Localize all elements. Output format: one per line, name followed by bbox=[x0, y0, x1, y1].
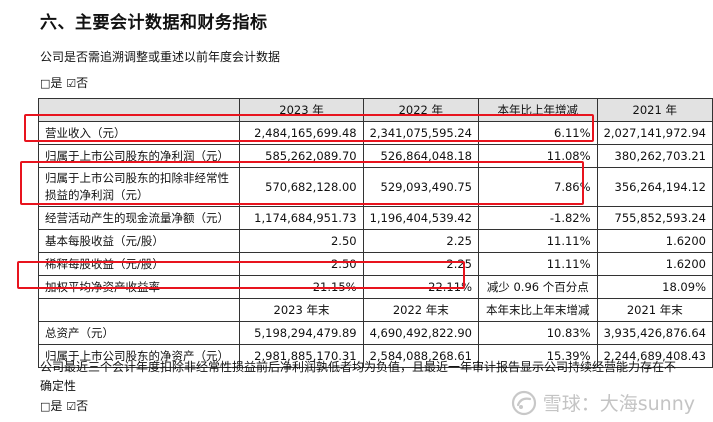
table-row: 归属于上市公司股东的净资产（元） 2,981,885,170.31 2,584,08… bbox=[37, 344, 713, 368]
section-heading: 六、主要会计数据和财务指标 bbox=[40, 13, 268, 33]
value-cell: 2,484,165,699.48 bbox=[239, 121, 364, 145]
table-row: 总资产（元） 5,198,294,479.89 4,690,492,822.90 10… bbox=[37, 321, 713, 345]
going-concern-answer: □是 ☑否 bbox=[40, 397, 88, 416]
value-cell: 11.11% bbox=[478, 229, 598, 253]
table-row: 基本每股收益（元/股） 2.50 2.25 11.11% 1.6200 bbox=[37, 229, 713, 253]
value-cell: 1,196,404,539.42 bbox=[362, 206, 480, 230]
value-cell: 22.11% bbox=[362, 275, 480, 299]
checkbox-checked-icon: ☑ bbox=[66, 77, 77, 90]
row-label: 基本每股收益（元/股） bbox=[37, 229, 241, 253]
no-label: 否 bbox=[76, 76, 89, 90]
checkbox-unchecked-icon: □ bbox=[40, 400, 51, 413]
value-cell: 减少 0.96 个百分点 bbox=[478, 275, 598, 299]
row-label: 归属于上市公司股东的净资产（元） bbox=[37, 344, 241, 368]
value-cell: 21.15% bbox=[239, 275, 364, 299]
table-row: 加权平均净资产收益率 21.15% 22.11% 减少 0.96 个百分点 18.09% bbox=[37, 275, 713, 299]
value-cell: 570,682,128.00 bbox=[239, 167, 364, 207]
value-cell: 3,935,426,876.64 bbox=[596, 321, 713, 345]
row-label: 归属于上市公司股东的净利润（元） bbox=[37, 144, 241, 168]
header-cell: 本年末比上年末增减 bbox=[478, 298, 598, 322]
table-subheader-row: 2023 年末 2022 年末 本年末比上年末增减 2021 年末 bbox=[37, 298, 713, 322]
watermark-text: 雪球：大海sunny bbox=[542, 393, 695, 415]
snowball-logo-icon bbox=[511, 390, 536, 415]
row-label: 总资产（元） bbox=[37, 321, 241, 345]
header-cell: 2023 年末 bbox=[239, 298, 364, 322]
header-cell: 2022 年末 bbox=[362, 298, 480, 322]
value-cell: 1.6200 bbox=[596, 252, 713, 276]
no-label: 否 bbox=[76, 399, 89, 413]
value-cell: 11.08% bbox=[478, 144, 598, 168]
table-row: 归属于上市公司股东的净利润（元） 585,262,089.70 526,864,04… bbox=[37, 144, 713, 168]
value-cell: 2,981,885,170.31 bbox=[239, 344, 364, 368]
value-cell: 5,198,294,479.89 bbox=[239, 321, 364, 345]
value-cell: 2,244,689,408.43 bbox=[596, 344, 713, 368]
value-cell: 7.86% bbox=[478, 167, 598, 207]
header-cell: 本年比上年增减 bbox=[478, 98, 598, 122]
header-cell bbox=[37, 98, 241, 122]
value-cell: 6.11% bbox=[478, 121, 598, 145]
table-row: 归属于上市公司股东的扣除非经常性损益的净利润（元） 570,682,128.00 5… bbox=[37, 167, 713, 207]
table-row: 稀释每股收益（元/股） 2.50 2.25 11.11% 1.6200 bbox=[37, 252, 713, 276]
header-cell: 2023 年 bbox=[239, 98, 364, 122]
value-cell: 2,584,088,268.61 bbox=[362, 344, 480, 368]
row-label: 加权平均净资产收益率 bbox=[37, 275, 241, 299]
yes-label: 是 bbox=[50, 76, 63, 90]
value-cell: 529,093,490.75 bbox=[362, 167, 480, 207]
checkbox-unchecked-icon: □ bbox=[40, 77, 51, 90]
watermark: 雪球：大海sunny bbox=[511, 389, 695, 416]
header-cell bbox=[37, 298, 241, 322]
header-cell: 2021 年末 bbox=[596, 298, 713, 322]
value-cell: 4,690,492,822.90 bbox=[362, 321, 480, 345]
value-cell: 585,262,089.70 bbox=[239, 144, 364, 168]
value-cell: 755,852,593.24 bbox=[596, 206, 713, 230]
value-cell: 2.25 bbox=[362, 252, 480, 276]
value-cell: 18.09% bbox=[596, 275, 713, 299]
table-row: 营业收入（元） 2,484,165,699.48 2,341,075,595.24 6… bbox=[37, 121, 713, 145]
going-concern-question: 公司最近三个会计年度扣除非经常性损益前后净利润孰低者均为负值，且最近一年审计报告… bbox=[40, 360, 677, 393]
row-label: 经营活动产生的现金流量净额（元） bbox=[37, 206, 241, 230]
value-cell: 2,341,075,595.24 bbox=[362, 121, 480, 145]
value-cell: 10.83% bbox=[478, 321, 598, 345]
value-cell: 15.39% bbox=[478, 344, 598, 368]
row-label: 营业收入（元） bbox=[37, 121, 241, 145]
retro-answer: □是 ☑否 bbox=[40, 74, 88, 93]
retro-question: 公司是否需追溯调整或重述以前年度会计数据 bbox=[40, 50, 281, 64]
header-cell: 2022 年 bbox=[362, 98, 480, 122]
value-cell: 1,174,684,951.73 bbox=[239, 206, 364, 230]
value-cell: 356,264,194.12 bbox=[596, 167, 713, 207]
value-cell: 380,262,703.21 bbox=[596, 144, 713, 168]
yes-label: 是 bbox=[50, 399, 63, 413]
value-cell: 2.50 bbox=[239, 252, 364, 276]
table-header-row: 2023 年 2022 年本年比上年增减 2021 年 bbox=[37, 98, 713, 122]
value-cell: 2,027,141,972.94 bbox=[596, 121, 713, 145]
row-label: 归属于上市公司股东的扣除非经常性损益的净利润（元） bbox=[37, 167, 241, 207]
value-cell: 1.6200 bbox=[596, 229, 713, 253]
financial-data-table: 2023 年 2022 年本年比上年增减 2021 年营业收入（元） 2,484,16… bbox=[37, 98, 713, 368]
header-cell: 2021 年 bbox=[596, 98, 713, 122]
row-label: 稀释每股收益（元/股） bbox=[37, 252, 241, 276]
table-row: 经营活动产生的现金流量净额（元） 1,174,684,951.73 1,196,40… bbox=[37, 206, 713, 230]
value-cell: 2.50 bbox=[239, 229, 364, 253]
checkbox-checked-icon: ☑ bbox=[66, 400, 77, 413]
value-cell: 526,864,048.18 bbox=[362, 144, 480, 168]
value-cell: -1.82% bbox=[478, 206, 598, 230]
value-cell: 11.11% bbox=[478, 252, 598, 276]
value-cell: 2.25 bbox=[362, 229, 480, 253]
